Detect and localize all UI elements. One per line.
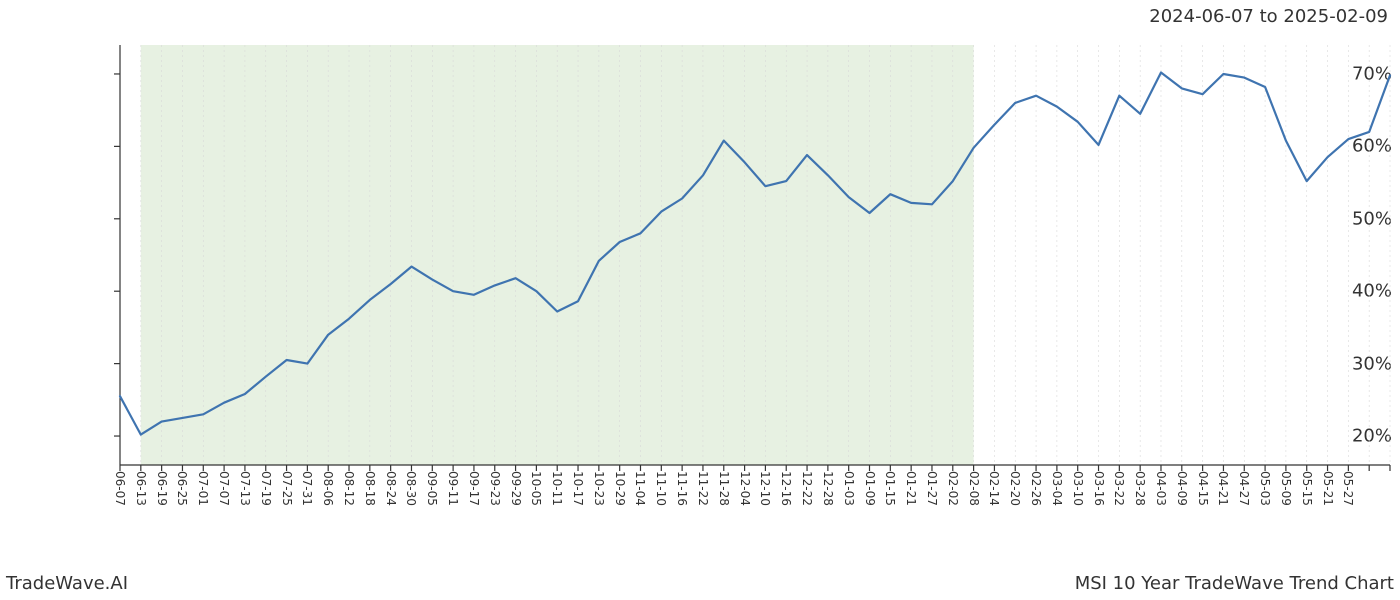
trend-chart [0,0,1400,600]
